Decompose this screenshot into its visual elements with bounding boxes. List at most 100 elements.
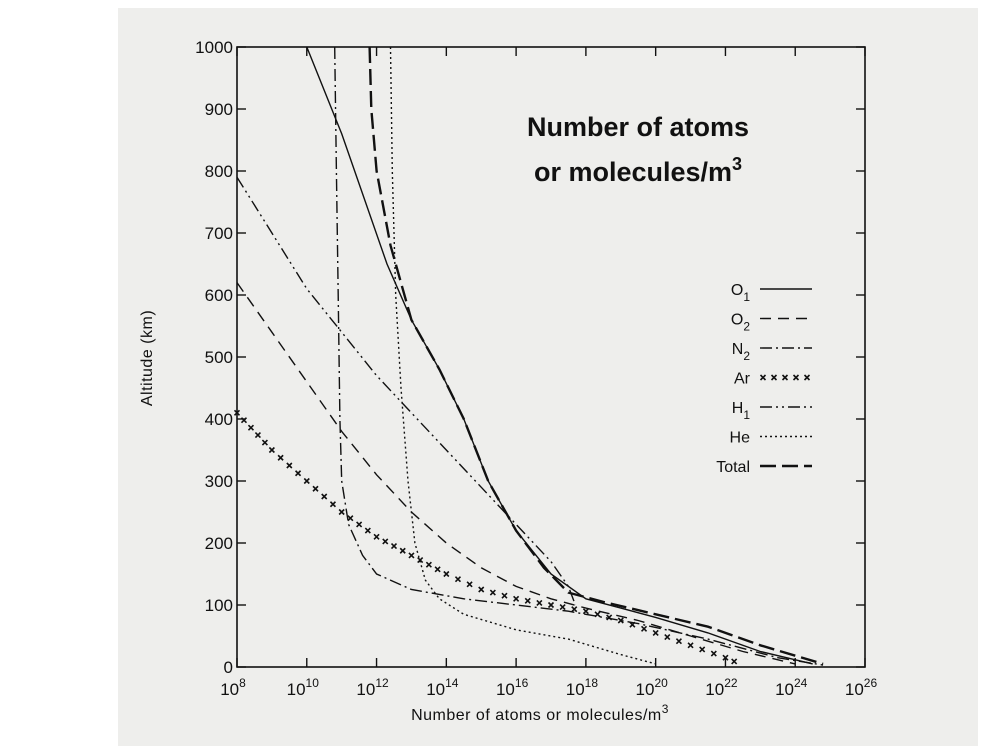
x-tick-base: 10: [220, 680, 239, 699]
x-axis-title-superscript: 3: [662, 702, 669, 716]
ar-cross-mark: [606, 614, 613, 621]
legend-label-name: Total: [716, 459, 750, 476]
legend-label-name: H: [732, 400, 744, 417]
ar-cross-mark: [408, 552, 415, 559]
x-tick-exponent: 8: [239, 676, 246, 690]
ar-cross-mark: [501, 592, 508, 599]
ar-cross-mark: [382, 538, 389, 545]
legend-cross-mark: [781, 374, 789, 381]
ar-cross-mark: [675, 638, 682, 645]
ar-cross-mark: [286, 462, 293, 469]
legend-cross-mark: [759, 374, 767, 381]
x-tick-label: 1026: [845, 676, 878, 699]
ar-cross-mark: [454, 576, 462, 583]
y-tick-label: 700: [205, 224, 233, 243]
ar-cross-mark: [582, 608, 589, 615]
y-tick-label: 800: [205, 162, 233, 181]
legend-label: O2: [731, 312, 750, 334]
legend-label-subscript: 2: [743, 320, 750, 334]
y-tick-label: 0: [224, 658, 233, 677]
x-tick-exponent: 12: [375, 676, 389, 690]
ar-cross-mark: [417, 556, 424, 564]
legend-swatch: [759, 374, 811, 381]
ar-cross-mark: [373, 533, 380, 540]
ar-cross-mark: [303, 477, 310, 485]
y-tick-label: 200: [205, 534, 233, 553]
y-tick-label: 300: [205, 472, 233, 491]
x-tick-exponent: 16: [515, 676, 529, 690]
overlay-title-line-2: or molecules/m3: [534, 154, 742, 187]
legend-label: He: [730, 430, 751, 447]
x-tick-label: 1010: [287, 676, 320, 699]
series-o2-line: [236, 282, 796, 665]
data-series: [233, 46, 824, 666]
x-tick-label: 1022: [705, 676, 738, 699]
x-tick-base: 10: [356, 680, 375, 699]
x-tick-exponent: 26: [864, 676, 878, 690]
ar-cross-mark: [652, 629, 659, 636]
x-tick-exponent: 10: [306, 676, 320, 690]
x-tick-label: 1012: [356, 676, 389, 699]
x-tick-base: 10: [636, 680, 655, 699]
ar-cross-mark: [722, 654, 729, 661]
x-tick-label: 1024: [775, 676, 808, 699]
y-axis-title: Altitude (km): [139, 310, 156, 406]
ar-cross-mark: [489, 589, 496, 596]
ar-cross-mark: [594, 611, 601, 618]
legend-label: O1: [731, 282, 750, 304]
ar-cross-mark: [466, 581, 473, 588]
x-tick-base: 10: [566, 680, 585, 699]
ar-cross-mark: [240, 417, 248, 424]
ar-cross-mark: [329, 501, 337, 508]
y-tick-label: 100: [205, 596, 233, 615]
x-tick-base: 10: [705, 680, 724, 699]
ar-cross-mark: [261, 439, 268, 446]
ar-cross-mark: [687, 642, 694, 649]
ar-cross-mark: [425, 561, 432, 568]
ar-cross-mark: [254, 432, 261, 439]
legend-label: H1: [732, 400, 751, 422]
series-h1-line: [236, 176, 577, 606]
series-total-line: [368, 46, 824, 666]
ar-cross-mark: [478, 586, 485, 593]
ar-cross-mark: [356, 521, 363, 528]
x-tick-label: 1014: [426, 676, 459, 699]
x-tick-base: 10: [845, 680, 864, 699]
x-axis-title: Number of atoms or molecules/m3: [411, 702, 669, 724]
ar-cross-mark: [731, 658, 738, 665]
legend-label: Ar: [734, 371, 751, 388]
ar-cross-mark: [277, 454, 284, 461]
ar-cross-mark: [233, 409, 241, 416]
x-tick-base: 10: [426, 680, 445, 699]
ar-cross-mark: [699, 646, 706, 653]
ar-cross-mark: [617, 617, 624, 624]
y-tick-label: 500: [205, 348, 233, 367]
x-tick-exponent: 18: [585, 676, 599, 690]
x-tick-label: 108: [220, 676, 246, 699]
ar-cross-mark: [294, 470, 302, 477]
legend-label-name: Ar: [734, 371, 751, 388]
legend-label-name: He: [730, 430, 751, 447]
ar-cross-mark: [321, 493, 328, 500]
ar-cross-mark: [399, 547, 406, 554]
x-tick-exponent: 20: [654, 676, 668, 690]
legend-label: Total: [716, 459, 750, 476]
legend-label-subscript: 1: [743, 408, 750, 422]
ar-cross-mark: [434, 566, 441, 573]
ar-cross-mark: [364, 527, 371, 534]
legend-label-name: N: [732, 341, 744, 358]
series-ar-line: [233, 409, 738, 665]
x-tick-base: 10: [287, 680, 306, 699]
ar-cross-mark: [347, 515, 354, 522]
ar-cross-mark: [268, 446, 275, 454]
x-tick-base: 10: [775, 680, 794, 699]
x-axis-title-text: Number of atoms or molecules/m: [411, 707, 662, 724]
ar-cross-mark: [640, 625, 648, 632]
ar-cross-mark: [513, 595, 520, 602]
overlay-title-superscript: 3: [732, 154, 742, 174]
x-tick-exponent: 22: [724, 676, 738, 690]
legend-label-name: O: [731, 312, 743, 329]
series-n2-line: [334, 46, 824, 666]
x-tick-exponent: 14: [445, 676, 459, 690]
